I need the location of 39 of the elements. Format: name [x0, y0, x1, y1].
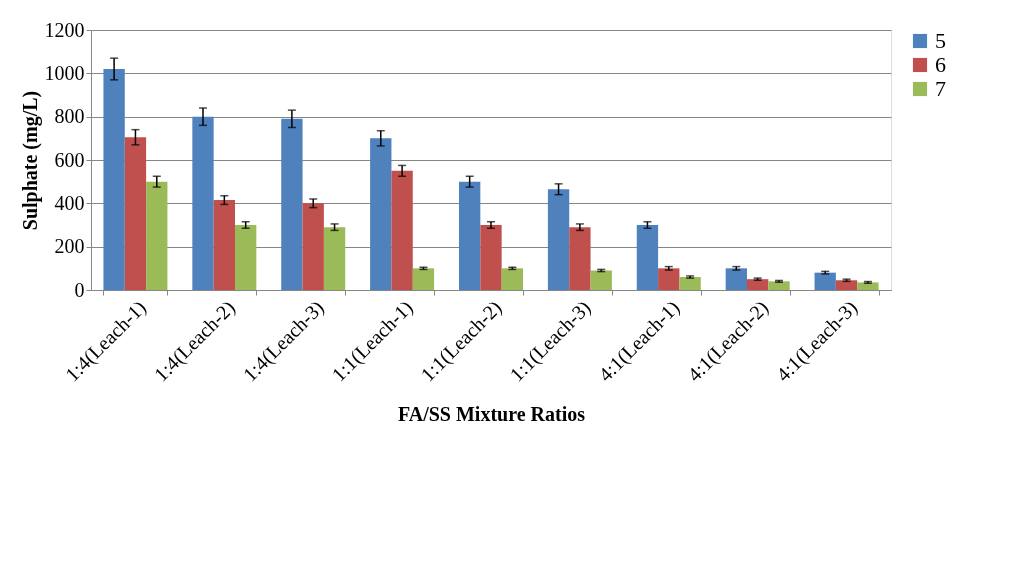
y-tick-label: 600	[54, 148, 85, 171]
legend-label: 6	[935, 52, 946, 77]
y-tick-label: 200	[54, 235, 85, 258]
bar	[590, 270, 612, 290]
bar	[192, 116, 214, 290]
bar	[725, 268, 747, 290]
bar	[103, 69, 125, 290]
bar	[281, 118, 303, 290]
x-axis-title: FA/SS Mixture Ratios	[397, 403, 586, 426]
bar	[658, 268, 680, 290]
y-tick-label: 1000	[44, 61, 85, 84]
bar	[547, 189, 570, 290]
bar	[412, 268, 435, 290]
bar	[235, 225, 257, 290]
bar	[213, 200, 235, 290]
bar	[391, 170, 413, 290]
bar	[679, 277, 701, 290]
bar	[747, 279, 769, 290]
y-tick-label: 0	[74, 278, 85, 301]
bar	[302, 203, 324, 290]
y-tick-label: 800	[54, 105, 85, 128]
bar	[501, 268, 523, 290]
y-axis-title: Sulphate (mg/L)	[18, 90, 42, 231]
legend-label: 7	[935, 76, 946, 101]
legend-label: 5	[935, 28, 946, 53]
bar	[569, 227, 591, 290]
y-tick-label: 1200	[44, 18, 85, 41]
bar	[323, 227, 346, 290]
bar	[124, 137, 147, 290]
bar	[768, 281, 790, 290]
bar	[814, 272, 836, 290]
bar	[857, 282, 879, 290]
bar	[370, 138, 392, 290]
bar	[480, 225, 502, 290]
bar	[636, 225, 659, 290]
bar	[146, 181, 168, 290]
bar	[459, 181, 481, 290]
bar	[835, 280, 858, 290]
y-tick-label: 400	[54, 191, 85, 214]
